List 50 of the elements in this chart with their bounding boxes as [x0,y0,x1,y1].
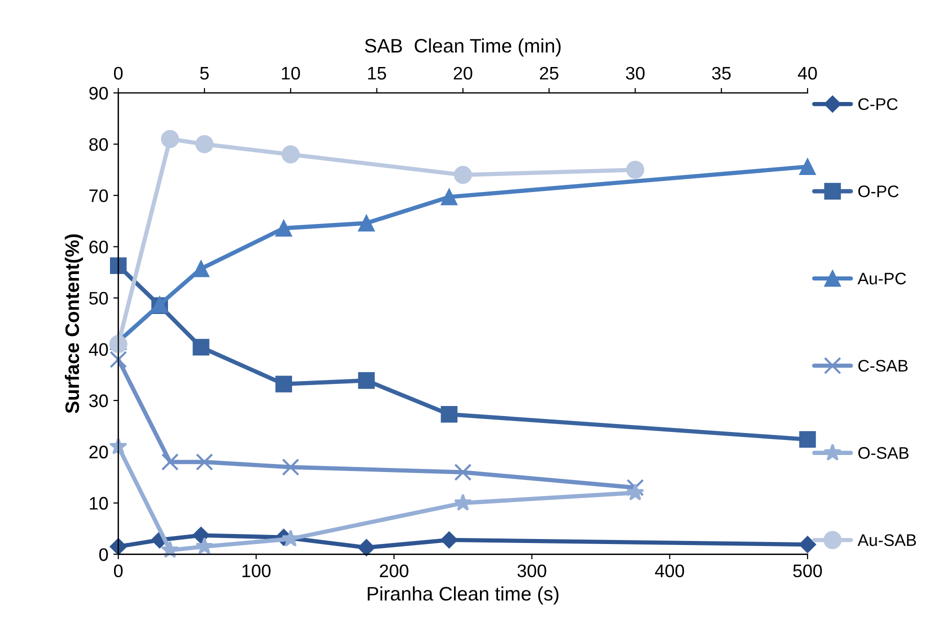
point [110,257,127,274]
y-tick-label: 80 [89,138,108,151]
x-tick-label: 500 [793,564,822,578]
x2-tick-label: 10 [282,66,300,80]
point [192,338,210,356]
point [275,376,292,392]
point [358,539,375,556]
y-axis-title: Surface Content(%) [64,234,83,414]
point [440,406,458,423]
legend-label: Au-SAB [858,534,916,546]
point [798,536,816,554]
x-tick-label: 200 [380,564,408,578]
x2-tick-label: 35 [712,66,731,80]
point [799,158,816,176]
x2-tick-label: 40 [798,66,817,80]
point [275,220,292,237]
y-tick-label: 20 [89,446,108,458]
legend-label: Au-PC [858,272,906,284]
x2-tick-label: 20 [454,66,472,80]
x2-axis-title: SAB Clean Time (min) [364,38,561,56]
y-tick-label: 70 [89,189,108,202]
legend-label: C-PC [858,98,898,110]
y-tick-label: 0 [99,548,108,561]
x2-tick-label: 0 [114,66,123,80]
x-tick-label: 100 [242,564,271,578]
y-tick-label: 60 [89,240,108,254]
y-tick-label: 90 [89,86,108,100]
legend-label: C-SAB [858,360,908,372]
point [358,372,375,389]
point [440,188,458,206]
x-tick-label: 300 [517,564,546,578]
y-tick-label: 30 [89,394,108,408]
y-tick-label: 40 [88,343,108,356]
x-tick-label: 0 [114,564,123,578]
point [192,526,210,544]
x2-tick-label: 15 [368,67,386,80]
y-tick-label: 50 [89,292,108,305]
point [799,431,816,448]
y-tick-label: 10 [90,496,108,510]
x2-tick-label: 5 [200,67,209,80]
point [110,538,127,556]
point [358,214,375,232]
legend-label: O-SAB [858,447,909,459]
x2-tick-label: 25 [540,66,558,80]
x-tick-label: 400 [655,564,684,578]
point [192,260,210,278]
legend-label: O-PC [858,185,899,198]
x2-tick-label: 30 [626,66,645,80]
x-axis-title: Piranha Clean time (s) [368,586,558,604]
point [440,531,458,548]
